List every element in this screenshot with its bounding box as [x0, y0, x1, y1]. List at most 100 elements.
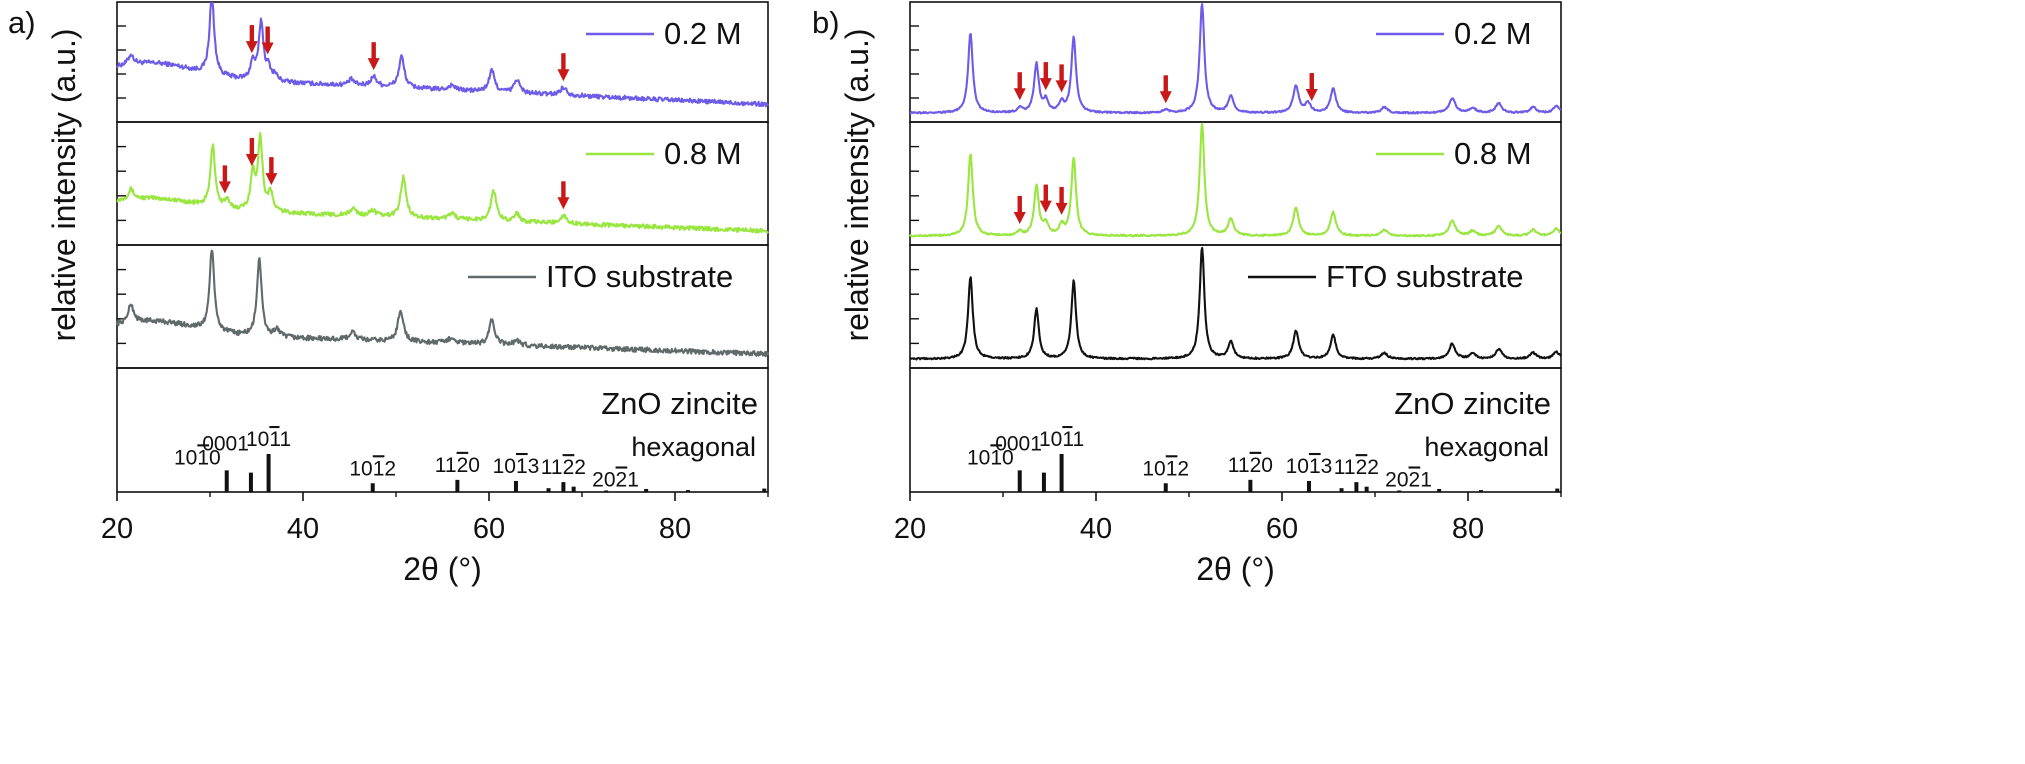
miller-part: 0 — [209, 446, 221, 469]
arrow-shaft — [249, 25, 255, 44]
subplot-s08: 0.8 M — [116, 121, 769, 246]
miller-bar: 1 — [269, 428, 280, 451]
miller-bar: 1 — [990, 446, 1002, 469]
y-axis-title: relative intensity (a.u.) — [46, 28, 82, 341]
marker-arrow — [261, 26, 274, 55]
reference-line — [1437, 488, 1442, 492]
arrow-shaft — [371, 42, 376, 61]
miller-part: 10 — [349, 457, 372, 480]
arrow-shaft — [265, 26, 270, 45]
x-tick-label: 20 — [101, 513, 133, 545]
x-tick-label: 40 — [287, 513, 319, 545]
miller-bar: 2 — [1356, 456, 1368, 479]
reference-line — [1479, 490, 1484, 492]
arrow-head — [1159, 91, 1172, 104]
arrow-shaft — [561, 53, 566, 72]
miller-bar: 1 — [1062, 428, 1073, 451]
marker-arrow — [1013, 72, 1026, 101]
marker-arrow — [1013, 195, 1026, 224]
miller-bar: 2 — [1250, 454, 1262, 477]
marker-arrow — [1039, 62, 1052, 91]
panel-b: b)relative intensity (a.u.) 0.2 M 0.8 M FTO… — [812, 1, 1562, 587]
arrow-head — [1013, 88, 1026, 101]
reference-line — [1017, 470, 1022, 492]
x-tick-label: 80 — [1452, 513, 1484, 545]
miller-index: 1122 — [541, 456, 586, 479]
miller-part: 1 — [1072, 428, 1084, 451]
reference-line — [546, 488, 551, 492]
miller-part: 2 — [384, 457, 396, 480]
reference-title: ZnO zincite — [601, 386, 758, 421]
miller-part: 20 — [1385, 468, 1408, 491]
marker-arrow — [245, 25, 258, 54]
panel-letter: a) — [8, 5, 36, 40]
spectrum-s08 — [909, 122, 1562, 238]
miller-part: 0 — [468, 454, 480, 477]
miller-index: 0001 — [995, 433, 1042, 456]
miller-part: 10 — [967, 446, 990, 469]
arrow-head — [1055, 80, 1068, 93]
spectrum-sfto — [909, 246, 1562, 361]
miller-bar: 1 — [516, 455, 528, 478]
miller-index: 1122 — [1334, 456, 1379, 479]
reference-line — [1306, 480, 1311, 492]
miller-part: 2 — [1177, 457, 1189, 480]
miller-bar: 1 — [197, 446, 209, 469]
arrow-head — [557, 197, 570, 210]
reference-line — [224, 470, 229, 492]
miller-index: 1120 — [435, 454, 480, 477]
miller-part: 11 — [1228, 454, 1250, 477]
miller-part: 20 — [592, 468, 615, 491]
miller-index: 1010 — [174, 446, 221, 469]
spectrum-s08 — [116, 132, 769, 234]
panel-letter: b) — [812, 5, 840, 40]
panel-a: a) relative intensity (a.u.) 0.2 M 0.8 M ITO… — [8, 1, 770, 587]
arrow-shaft — [1059, 64, 1064, 83]
marker-arrow — [1055, 186, 1068, 215]
miller-index: 1012 — [349, 457, 396, 480]
miller-index: 1120 — [1228, 454, 1273, 477]
miller-index: 1011 — [1039, 428, 1084, 451]
arrow-head — [1039, 200, 1052, 213]
reference-title: ZnO zincite — [1394, 386, 1551, 421]
arrow-shaft — [1059, 186, 1064, 205]
miller-part: 2 — [574, 456, 586, 479]
arrow-head — [367, 58, 380, 71]
miller-part: 10 — [1142, 457, 1165, 480]
arrow-head — [1055, 202, 1068, 215]
miller-part: 10 — [1286, 455, 1309, 478]
miller-index: 1010 — [967, 446, 1014, 469]
miller-bar: 1 — [1166, 457, 1178, 480]
legend-label: ITO substrate — [546, 259, 733, 294]
miller-part: 0 — [1261, 454, 1273, 477]
arrow-head — [261, 42, 274, 55]
miller-bar: 1 — [1309, 455, 1321, 478]
arrow-head — [557, 69, 570, 82]
arrow-shaft — [1309, 73, 1314, 92]
miller-part: 1 — [627, 468, 639, 491]
miller-part: 2 — [1367, 456, 1379, 479]
miller-index: 0001 — [202, 433, 249, 456]
arrow-shaft — [269, 157, 274, 176]
x-tick-label: 20 — [894, 513, 926, 545]
miller-bar: 1 — [373, 457, 385, 480]
arrow-head — [265, 173, 278, 186]
marker-arrow — [1305, 73, 1318, 102]
miller-index: 1011 — [246, 428, 291, 451]
miller-part: 11 — [1334, 456, 1356, 479]
reference-line — [455, 479, 460, 492]
arrow-head — [1013, 211, 1026, 224]
miller-part: 11 — [435, 454, 457, 477]
miller-index: 1013 — [493, 455, 540, 478]
x-axis-title: 2θ (°) — [403, 551, 482, 587]
arrow-shaft — [222, 165, 228, 184]
subplot-s02: 0.2 M — [116, 1, 769, 123]
reference-subtitle: hexagonal — [631, 432, 756, 462]
marker-arrow — [218, 165, 231, 194]
reference-frame — [909, 367, 1562, 493]
miller-index: 2021 — [592, 468, 639, 491]
reference-line — [1059, 454, 1064, 492]
reference-line — [644, 488, 649, 492]
